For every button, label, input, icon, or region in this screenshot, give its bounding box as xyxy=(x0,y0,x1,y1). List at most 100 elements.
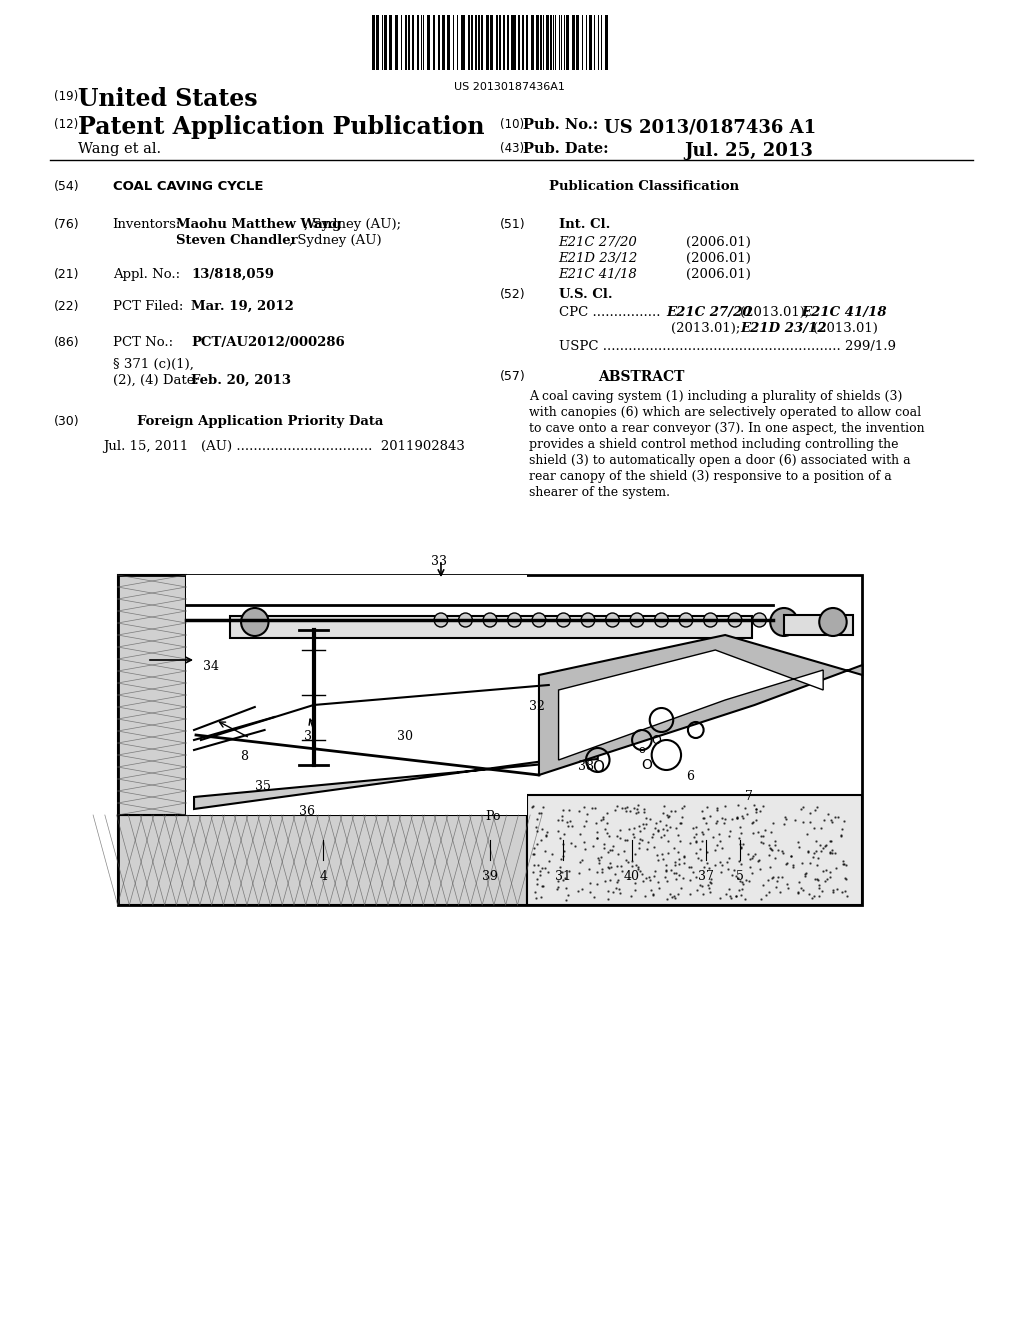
Text: E21D 23/12: E21D 23/12 xyxy=(558,252,638,265)
Text: O: O xyxy=(641,758,652,772)
Circle shape xyxy=(532,612,546,627)
Text: 3: 3 xyxy=(304,730,311,743)
Text: E21D 23/12: E21D 23/12 xyxy=(740,322,826,335)
Text: (57): (57) xyxy=(500,370,525,383)
Bar xyxy=(577,15,580,70)
Bar xyxy=(373,15,376,70)
Bar xyxy=(230,616,752,638)
Text: PCT/AU2012/000286: PCT/AU2012/000286 xyxy=(191,337,345,348)
Text: E21C 27/20: E21C 27/20 xyxy=(667,306,752,319)
Bar xyxy=(433,15,435,70)
Text: Patent Application Publication: Patent Application Publication xyxy=(79,115,485,139)
Text: Mar. 19, 2012: Mar. 19, 2012 xyxy=(191,300,294,313)
Text: (51): (51) xyxy=(500,218,525,231)
Circle shape xyxy=(508,612,521,627)
Bar xyxy=(496,15,498,70)
Text: Pub. Date:: Pub. Date: xyxy=(523,143,609,156)
Bar xyxy=(186,576,527,814)
Text: United States: United States xyxy=(79,87,258,111)
Circle shape xyxy=(654,612,669,627)
Bar xyxy=(468,15,470,70)
Bar xyxy=(499,15,501,70)
Circle shape xyxy=(679,612,693,627)
Text: (12): (12) xyxy=(54,117,78,131)
Bar xyxy=(442,15,444,70)
Text: 31: 31 xyxy=(555,870,571,883)
Text: with canopies (6) which are selectively operated to allow coal: with canopies (6) which are selectively … xyxy=(529,407,922,418)
Text: Inventors:: Inventors: xyxy=(113,218,181,231)
Bar xyxy=(540,15,542,70)
Circle shape xyxy=(459,612,472,627)
Circle shape xyxy=(819,609,847,636)
Bar xyxy=(481,15,483,70)
Bar xyxy=(412,15,414,70)
Text: , Sydney (AU): , Sydney (AU) xyxy=(289,234,382,247)
Bar xyxy=(486,15,489,70)
Text: US 20130187436A1: US 20130187436A1 xyxy=(454,82,565,92)
Text: (52): (52) xyxy=(500,288,525,301)
Bar xyxy=(408,15,410,70)
Bar xyxy=(518,15,520,70)
Bar xyxy=(784,615,853,635)
Text: 38: 38 xyxy=(579,760,594,774)
Text: 34: 34 xyxy=(203,660,218,673)
Bar xyxy=(507,15,509,70)
Text: Publication Classification: Publication Classification xyxy=(549,180,739,193)
Circle shape xyxy=(605,612,620,627)
Text: Po: Po xyxy=(485,810,501,822)
Bar xyxy=(475,15,477,70)
Text: (43): (43) xyxy=(500,143,524,154)
Circle shape xyxy=(728,612,741,627)
Bar xyxy=(438,15,440,70)
Text: COAL CAVING CYCLE: COAL CAVING CYCLE xyxy=(113,180,263,193)
Bar xyxy=(446,15,450,70)
Bar xyxy=(589,15,592,70)
Bar xyxy=(384,15,387,70)
Circle shape xyxy=(434,612,447,627)
Bar xyxy=(404,15,407,70)
Bar xyxy=(513,15,516,70)
Text: (2013.01);: (2013.01); xyxy=(740,306,809,319)
Bar xyxy=(395,15,398,70)
Text: (21): (21) xyxy=(54,268,80,281)
Text: (30): (30) xyxy=(54,414,80,428)
Text: rear canopy of the shield (3) responsive to a position of a: rear canopy of the shield (3) responsive… xyxy=(529,470,892,483)
Polygon shape xyxy=(539,635,862,775)
Text: O: O xyxy=(592,759,604,775)
Bar xyxy=(527,795,862,906)
Text: Maohu Matthew Wang: Maohu Matthew Wang xyxy=(176,218,342,231)
Bar xyxy=(118,814,527,906)
Text: O: O xyxy=(651,734,662,747)
Text: to cave onto a rear conveyor (37). In one aspect, the invention: to cave onto a rear conveyor (37). In on… xyxy=(529,422,925,436)
Text: 5: 5 xyxy=(736,870,743,883)
Polygon shape xyxy=(558,649,823,760)
Text: , Sydney (AU);: , Sydney (AU); xyxy=(304,218,401,231)
Text: (86): (86) xyxy=(54,337,80,348)
Text: 39: 39 xyxy=(482,870,498,883)
Bar xyxy=(478,15,480,70)
Text: U.S. Cl.: U.S. Cl. xyxy=(558,288,612,301)
Bar xyxy=(376,15,379,70)
Text: Wang et al.: Wang et al. xyxy=(79,143,162,156)
Bar xyxy=(550,15,552,70)
Text: 40: 40 xyxy=(624,870,640,883)
Bar xyxy=(389,15,392,70)
Text: Foreign Application Priority Data: Foreign Application Priority Data xyxy=(137,414,384,428)
Text: (22): (22) xyxy=(54,300,80,313)
Text: ABSTRACT: ABSTRACT xyxy=(598,370,684,384)
Circle shape xyxy=(581,612,595,627)
Circle shape xyxy=(557,612,570,627)
Text: (54): (54) xyxy=(54,180,80,193)
Bar xyxy=(536,15,539,70)
Bar xyxy=(546,15,549,70)
Text: Int. Cl.: Int. Cl. xyxy=(558,218,610,231)
Circle shape xyxy=(703,612,718,627)
Text: Steven Chandler: Steven Chandler xyxy=(176,234,298,247)
Bar xyxy=(118,576,862,906)
Text: 4: 4 xyxy=(319,870,328,883)
Text: (2006.01): (2006.01) xyxy=(686,252,751,265)
Text: Pub. No.:: Pub. No.: xyxy=(523,117,599,132)
Text: (2013.01);: (2013.01); xyxy=(672,322,740,335)
Text: 6: 6 xyxy=(686,770,694,783)
Text: 7: 7 xyxy=(744,789,753,803)
